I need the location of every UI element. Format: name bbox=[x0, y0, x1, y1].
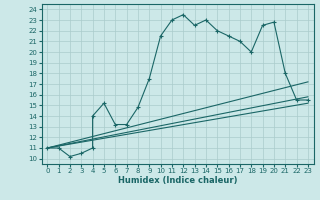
X-axis label: Humidex (Indice chaleur): Humidex (Indice chaleur) bbox=[118, 176, 237, 185]
